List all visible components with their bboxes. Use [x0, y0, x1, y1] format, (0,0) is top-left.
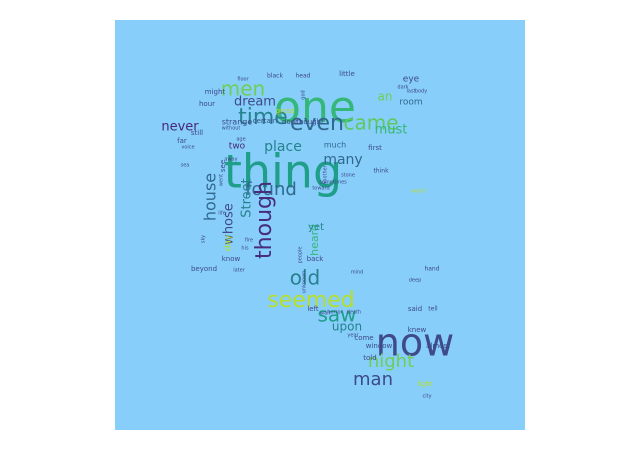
word-unknown: unknown	[302, 271, 308, 294]
word-still: still	[191, 129, 203, 137]
word-old: old	[290, 266, 321, 290]
word-two: two	[229, 142, 246, 152]
word-sea: sea	[181, 163, 190, 169]
word-another: another	[323, 164, 329, 184]
word-room: room	[399, 98, 422, 108]
word-might: might	[205, 88, 226, 96]
word-now: now	[376, 321, 454, 365]
word-hand: hand	[424, 266, 439, 273]
word-though: though	[252, 181, 277, 259]
word-first: first	[368, 144, 382, 152]
word-certain: certain	[253, 117, 277, 125]
word-see: see	[219, 160, 227, 172]
word-whose: whose	[222, 203, 237, 245]
word-people: people	[298, 247, 304, 264]
word-without: without	[222, 126, 241, 132]
word-city: city	[422, 394, 431, 400]
word-came: came	[343, 111, 398, 135]
word-told: told	[363, 354, 376, 362]
word-day: day	[224, 234, 234, 251]
word-door: door	[282, 118, 298, 126]
word-thought: thought	[296, 118, 324, 126]
word-think: think	[373, 168, 389, 175]
word-toward: toward	[312, 186, 329, 192]
word-dream: dream	[234, 95, 276, 110]
word-god: god	[301, 90, 307, 99]
word-stone: stone	[341, 173, 355, 179]
word-know: know	[222, 255, 241, 263]
word-dark: dark	[397, 85, 408, 91]
word-away: away	[224, 157, 237, 163]
word-year: year	[347, 333, 359, 339]
word-much: much	[324, 141, 346, 150]
word-sky: sky	[201, 235, 207, 243]
word-come: come	[354, 334, 373, 342]
word-life: life	[218, 211, 226, 217]
word-found: found	[245, 179, 297, 200]
word-light: light	[417, 380, 433, 388]
word-horror: horror	[327, 310, 343, 316]
word-floor: floor	[237, 77, 249, 83]
word-world: world	[411, 189, 425, 195]
word-must: must	[375, 123, 408, 138]
word-window: window	[366, 342, 393, 350]
word-great: great	[276, 107, 295, 115]
word-seemed: seemed	[267, 288, 354, 313]
word-last: last	[406, 89, 415, 95]
word-beyond: beyond	[191, 265, 217, 273]
word-place: place	[264, 139, 302, 155]
word-wall: wall	[320, 311, 330, 317]
word-head: head	[296, 73, 311, 80]
word-hour: hour	[199, 100, 215, 108]
word-his: his	[241, 246, 249, 252]
word-thing: thing	[224, 145, 342, 199]
word-never: never	[161, 120, 199, 135]
word-one: one	[274, 82, 356, 133]
word-mind: mind	[351, 270, 364, 276]
word-eye: eye	[403, 75, 420, 85]
word-little: little	[339, 70, 355, 78]
word-yet: yet	[308, 222, 324, 233]
word-upon: upon	[332, 320, 362, 334]
word-man: man	[353, 369, 393, 390]
word-heard: heard	[308, 224, 321, 256]
word-cloud-canvas: one thing now time came even men dream found thou…	[115, 20, 525, 430]
word-went: went	[219, 174, 225, 186]
word-sometimes: sometimes	[319, 180, 347, 186]
word-even: even	[290, 111, 344, 136]
word-death: death	[347, 310, 361, 316]
word-house: house	[201, 173, 220, 221]
word-almost: almost	[426, 342, 450, 350]
word-later: later	[233, 268, 245, 274]
word-age: age	[236, 137, 245, 143]
word-men: men	[221, 77, 265, 101]
word-time: time	[238, 105, 288, 130]
word-knew: knew	[408, 326, 427, 334]
word-voice: voice	[181, 145, 194, 151]
word-tell: tell	[428, 306, 438, 313]
word-an: an	[378, 90, 393, 104]
word-far: far	[177, 137, 187, 145]
word-body: body	[415, 89, 427, 95]
word-night: night	[368, 351, 414, 372]
word-many: many	[323, 152, 362, 168]
word-back: back	[307, 255, 325, 263]
word-left: left	[307, 305, 319, 313]
word-street: Street	[240, 178, 255, 218]
word-black: black	[267, 73, 283, 80]
word-said: said	[408, 305, 422, 313]
word-fire: fire	[245, 238, 253, 244]
word-strange: strange	[222, 118, 253, 127]
word-saw: saw	[317, 303, 356, 327]
word-deep: deep	[409, 278, 422, 284]
